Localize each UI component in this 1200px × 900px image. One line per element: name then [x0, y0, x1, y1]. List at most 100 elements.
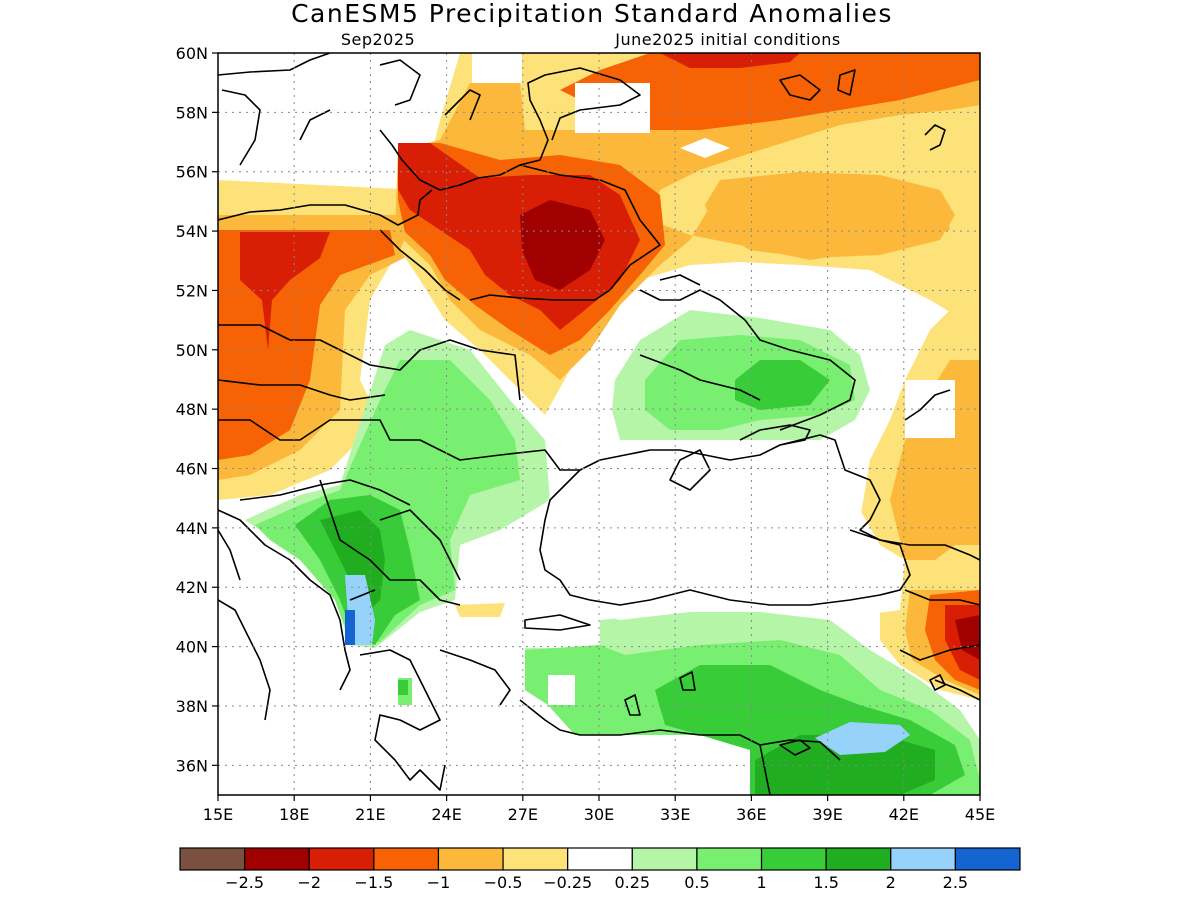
colorbar-label: 1.5	[813, 873, 838, 892]
balkan-borders	[239, 479, 461, 606]
colorbar-swatch	[890, 847, 956, 871]
colorbar-swatch	[631, 847, 698, 871]
lat-tick-label: 50N	[176, 341, 208, 360]
lon-tick-label: 45E	[965, 805, 995, 824]
shade-ukraine-mid	[735, 360, 830, 410]
colorbar-label: 0.5	[684, 873, 709, 892]
nodata-kola	[680, 138, 730, 158]
colorbar-label: 2.5	[943, 873, 968, 892]
shade-far-north-red	[660, 53, 800, 68]
shade-balkans-dark	[320, 510, 385, 610]
lon-tick-label: 42E	[889, 805, 919, 824]
central-europe-borders	[218, 324, 580, 471]
shade-balkans-green	[255, 360, 520, 642]
lat-tick-label: 38N	[176, 697, 208, 716]
lat-tick-label: 44N	[176, 519, 208, 538]
greece-coast	[359, 649, 511, 791]
colorbar-swatch	[502, 847, 569, 871]
colorbar-label: −2	[297, 873, 321, 892]
lat-tick-label: 54N	[176, 222, 208, 241]
crimea-coast	[669, 449, 711, 491]
lon-tick-label: 18E	[279, 805, 309, 824]
black-sea-coast	[539, 434, 911, 606]
lat-tick-label: 60N	[176, 44, 208, 63]
east-inner-borders	[639, 274, 761, 401]
lake-van	[929, 674, 946, 691]
subtitle-valid-month: Sep2025	[341, 30, 415, 49]
adriatic-coast	[218, 509, 351, 721]
baltic-coast	[379, 67, 641, 191]
subtitle-initial-conditions: June2025 initial conditions	[614, 30, 841, 49]
colorbar-label: −0.5	[484, 873, 523, 892]
shade-central-red	[398, 143, 640, 330]
graticule	[218, 53, 980, 795]
shade-east-mid	[705, 172, 955, 258]
lat-tick-label: 48N	[176, 400, 208, 419]
anatolia-lakes	[624, 671, 696, 716]
colorbar-swatch	[437, 847, 504, 871]
north-sea-coast	[218, 189, 433, 226]
latitude-axis: 60N 58N 56N 54N 52N 50N 48N 46N 44N 42N 40N 38N 36N	[176, 44, 218, 775]
lon-tick-label: 30E	[584, 805, 614, 824]
colorbar-swatch	[696, 847, 763, 871]
shade-central-darkred	[520, 200, 605, 290]
eastern-river	[904, 389, 951, 421]
anomaly-shading	[218, 53, 980, 795]
colorbar-label: 2	[886, 873, 896, 892]
upper-volga	[924, 124, 946, 151]
lon-tick-label: 21E	[355, 805, 385, 824]
lon-tick-label: 15E	[203, 805, 233, 824]
longitude-axis: 15E 18E 21E 24E 27E 30E 33E 36E 39E 42E 45E	[203, 795, 995, 824]
shade-turkey-dark	[755, 735, 935, 795]
nodata-baltic	[472, 53, 522, 83]
colorbar-label: −1	[427, 873, 451, 892]
colorbar-swatch	[373, 847, 440, 871]
colorbar-swatch	[567, 847, 633, 871]
cyprus-region	[779, 739, 811, 756]
turkey-south-coast	[519, 699, 841, 795]
azov-coast	[739, 424, 811, 446]
lon-tick-label: 27E	[508, 805, 538, 824]
shade-turkey-lightblue	[815, 722, 910, 755]
lake-ladoga	[779, 69, 856, 101]
marmara-coast	[524, 614, 591, 631]
shade-greece-mid	[398, 680, 408, 695]
nodata-north	[575, 83, 650, 133]
lat-tick-label: 52N	[176, 281, 208, 300]
colorbar-swatch	[954, 847, 1021, 871]
lon-tick-label: 39E	[812, 805, 842, 824]
colorbar-label: −1.5	[354, 873, 393, 892]
shade-west-red	[240, 232, 330, 350]
shade-albania-blue	[345, 610, 355, 645]
lat-tick-label: 42N	[176, 578, 208, 597]
coastlines-borders	[218, 53, 980, 795]
map-title: CanESM5 Precipitation Standard Anomalies	[291, 0, 893, 28]
caucasus-borders	[849, 529, 980, 701]
shade-blacksea-white	[540, 440, 905, 620]
colorbar-label: 0.25	[614, 873, 650, 892]
colorbar-swatch	[825, 847, 892, 871]
colorbar-swatch	[760, 847, 827, 871]
scandinavia-coast	[218, 53, 421, 166]
lat-tick-label: 36N	[176, 756, 208, 775]
colorbar-label: 1	[756, 873, 766, 892]
colorbar-label: −0.25	[543, 873, 592, 892]
colorbar-swatch	[308, 847, 375, 871]
lat-tick-label: 56N	[176, 163, 208, 182]
shade-aegean-light	[455, 603, 505, 617]
lat-tick-label: 40N	[176, 638, 208, 657]
colorbar-swatch	[179, 847, 246, 871]
map-panel	[218, 53, 980, 795]
colorbar-label: −2.5	[225, 873, 264, 892]
lat-tick-label: 58N	[176, 103, 208, 122]
colorbar: −2.5 −2 −1.5 −1 −0.5 −0.25 0.25 0.5 1 1.5 2 2.5	[179, 847, 1021, 892]
lon-tick-label: 24E	[431, 805, 461, 824]
colorbar-swatch	[244, 847, 310, 871]
lat-tick-label: 46N	[176, 460, 208, 479]
shade-north-orange	[560, 53, 980, 130]
poland-borders	[379, 164, 661, 301]
shade-east-mid-strip	[890, 360, 980, 560]
lon-tick-label: 33E	[660, 805, 690, 824]
nodata-anatolia	[548, 675, 575, 705]
